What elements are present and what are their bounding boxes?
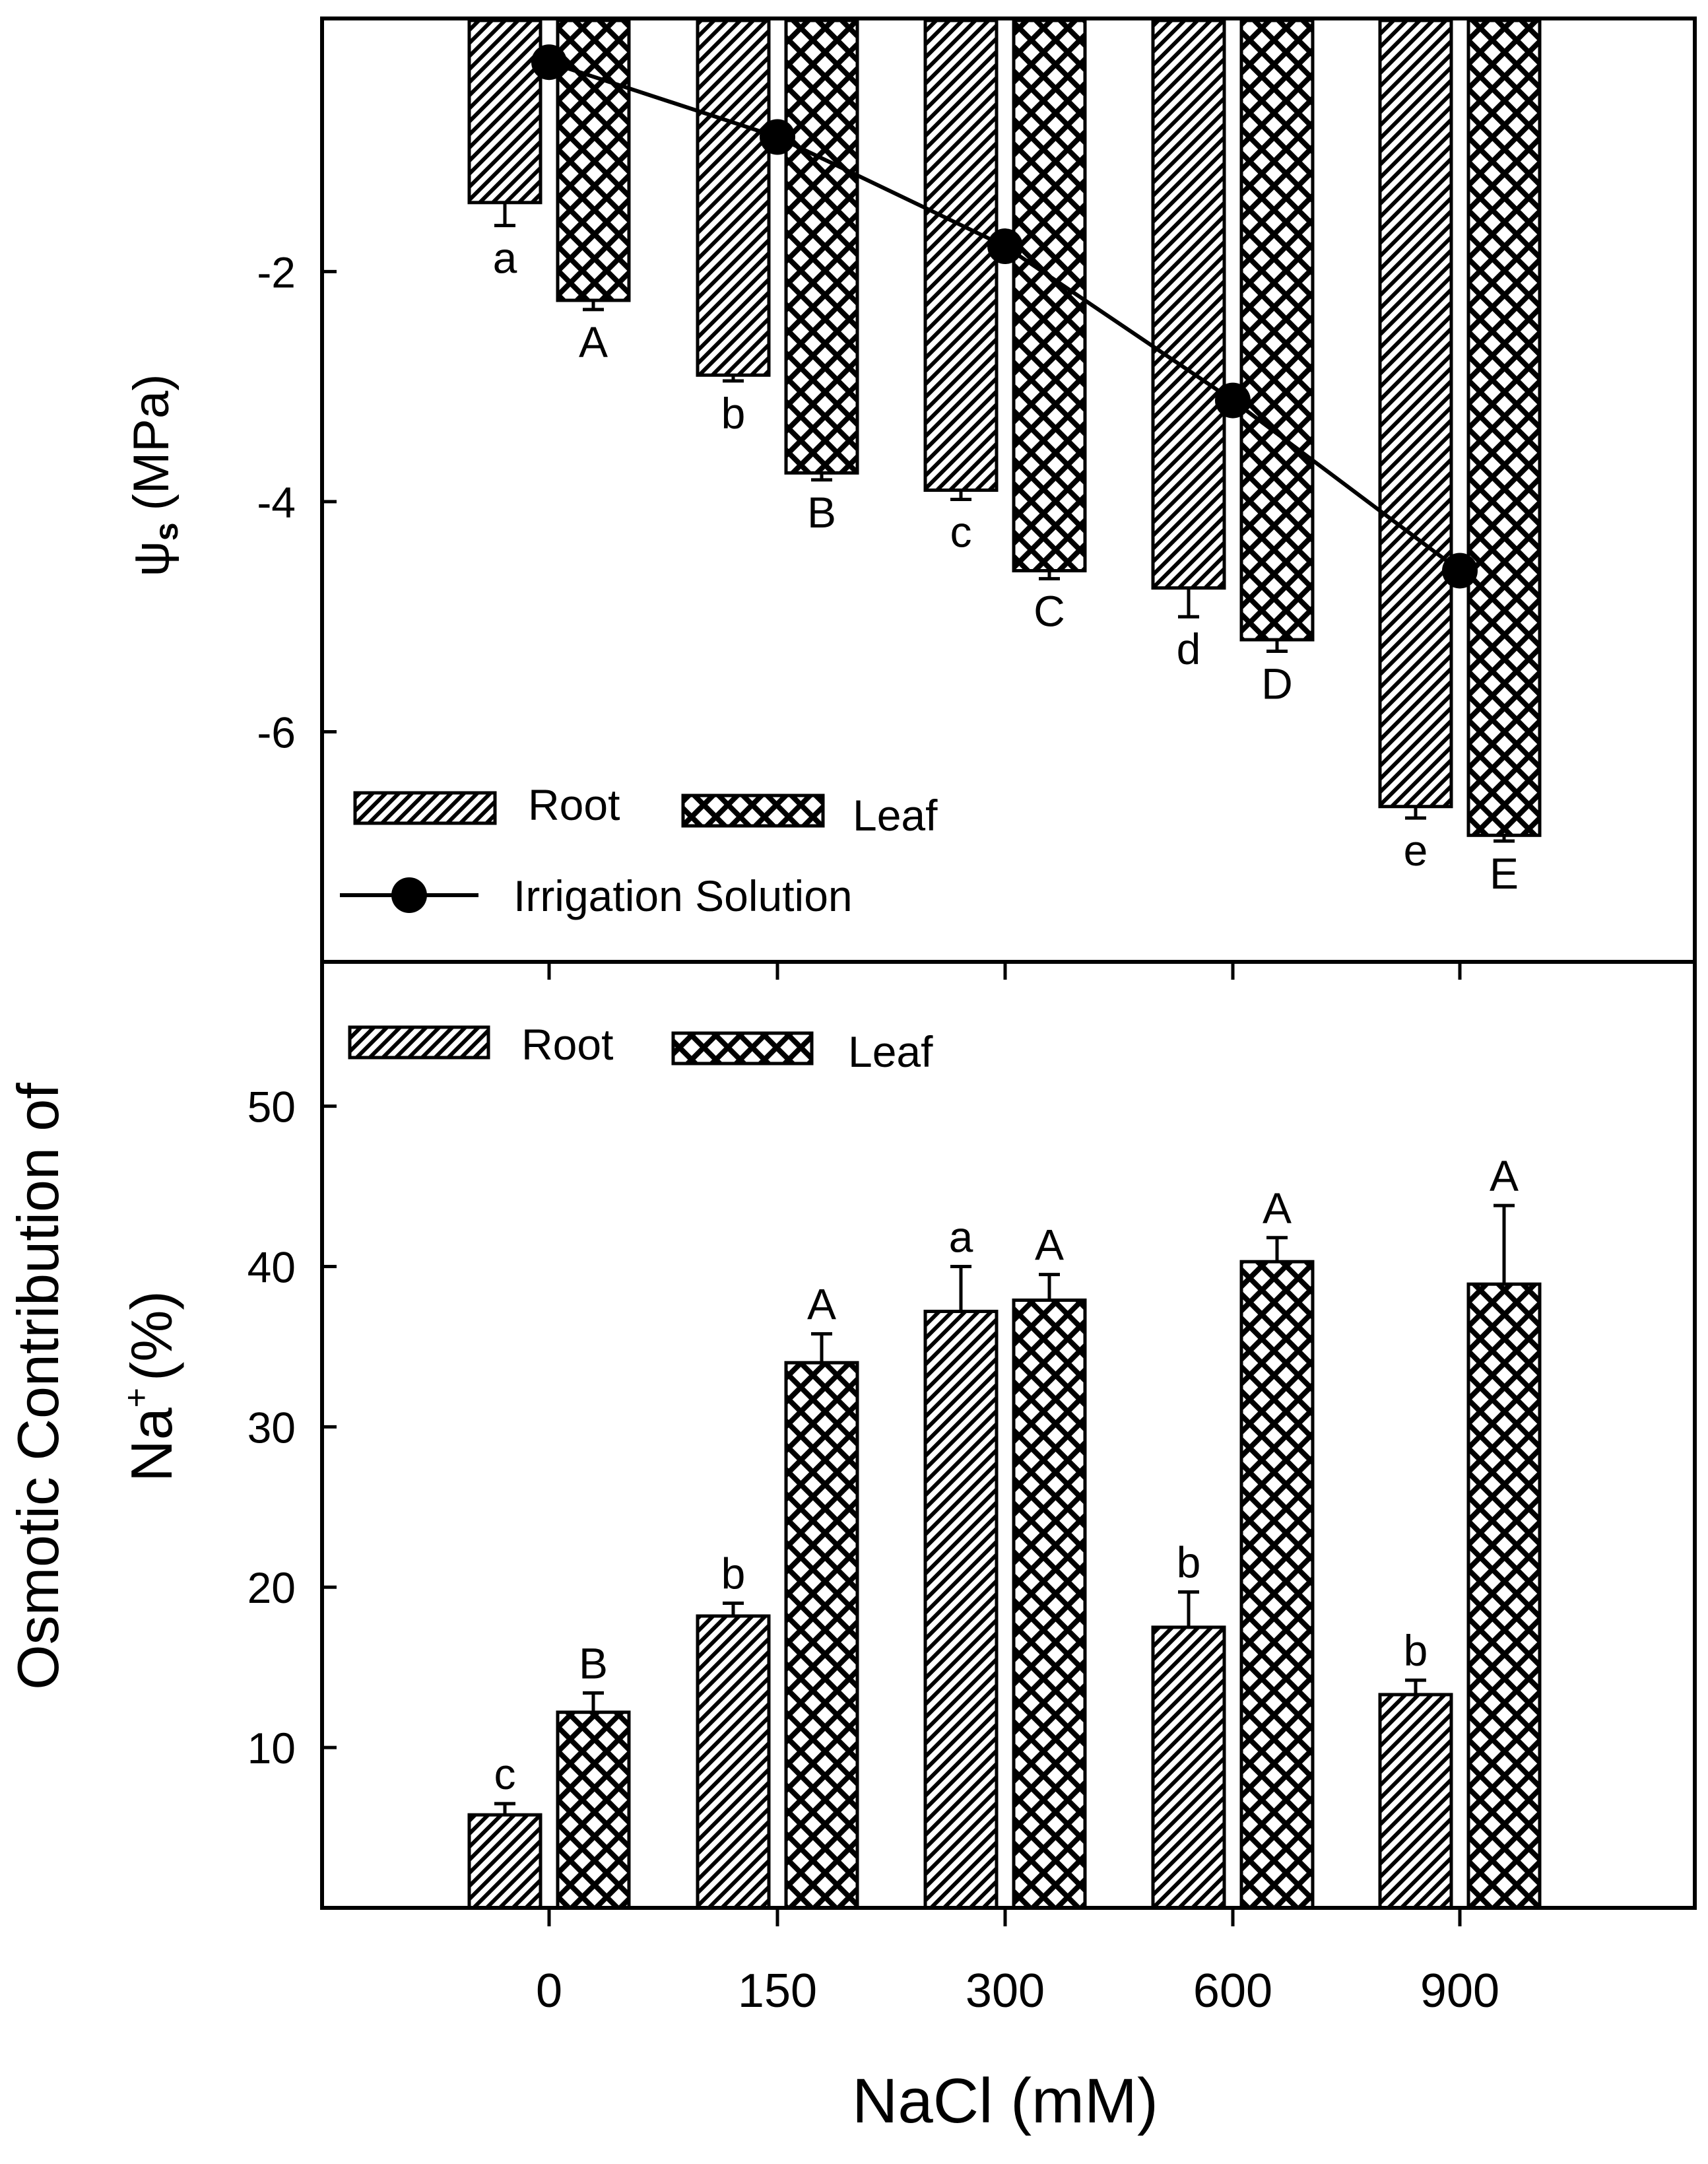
bottom-significance-letters: c b a b b B A A A A	[494, 1151, 1519, 1798]
bottom-y-tick-label: 40	[247, 1242, 296, 1291]
bottom-error-bars	[494, 1203, 1515, 1815]
svg-text:Na+(%): Na+ (%)	[117, 1291, 184, 1482]
top-bar-root-900	[1378, 18, 1453, 809]
bottom-y-tick-label: 30	[247, 1403, 296, 1452]
bottom-panel: c b a b b B A A A A 10 20 30 40 50 Osmotic Contributi…	[5, 1020, 1542, 1910]
legend-line-marker	[391, 877, 427, 913]
top-bar-root-0	[467, 18, 542, 205]
legend-line-label: Irrigation Solution	[513, 871, 853, 920]
top-bar-leaf-300	[1012, 18, 1087, 572]
bottom-bars	[467, 1260, 1542, 1910]
irrigation-point-900	[1442, 553, 1478, 589]
top-letter-root: e	[1404, 826, 1428, 875]
irrigation-point-300	[987, 228, 1023, 265]
bottom-bar-root-300	[923, 1309, 999, 1910]
bottom-bar-root-600	[1151, 1625, 1226, 1910]
bottom-bar-leaf-900	[1466, 1282, 1542, 1910]
top-bar-leaf-600	[1239, 18, 1315, 642]
top-letter-leaf: B	[807, 488, 836, 537]
ylabel-psi: ψ	[123, 541, 180, 576]
bottom-letter-leaf: A	[1035, 1221, 1064, 1269]
bottom-letter-leaf: A	[807, 1279, 836, 1328]
bottom-letter-root: b	[721, 1549, 746, 1598]
bottom-y-tick-label: 20	[247, 1563, 296, 1612]
irrigation-point-0	[531, 44, 567, 81]
top-bar-leaf-0	[556, 18, 631, 302]
top-letter-root: d	[1177, 625, 1201, 673]
x-ticks: 0 150 300 600 900	[536, 962, 1499, 2017]
bottom-y-ticks: 10 20 30 40 50	[247, 1083, 337, 1773]
bottom-letter-root: a	[949, 1212, 973, 1261]
top-y-axis-label: ψs (MPa)	[123, 374, 185, 577]
top-letter-leaf: C	[1034, 587, 1065, 636]
top-y-tick-label: -4	[257, 478, 296, 527]
bottom-bar-root-150	[696, 1614, 771, 1910]
x-axis-label: NaCl (mM)	[852, 2066, 1158, 2136]
legend-leaf-label: Leaf	[853, 791, 938, 840]
ylabel-subscript: s	[148, 522, 185, 541]
top-letter-leaf: D	[1261, 659, 1293, 708]
x-tick-label-0: 0	[536, 1965, 562, 2017]
bottom-letter-root: c	[494, 1749, 516, 1798]
top-bar-root-150	[696, 18, 771, 377]
ylabel-na: Na	[119, 1407, 184, 1482]
bottom-ylabel-line1: Osmotic Contribution of	[5, 1083, 71, 1690]
bottom-letter-leaf: A	[1263, 1184, 1292, 1233]
legend-leaf-swatch	[681, 794, 825, 828]
bottom-letter-leaf: A	[1490, 1151, 1519, 1200]
top-bars	[467, 18, 1542, 837]
legend-leaf-swatch-bottom	[671, 1031, 814, 1065]
top-error-bars	[494, 202, 1515, 843]
top-bar-root-600	[1151, 18, 1226, 590]
bottom-letter-root: b	[1404, 1626, 1428, 1675]
bottom-bar-leaf-300	[1012, 1298, 1087, 1910]
irrigation-line-series	[531, 44, 1478, 589]
top-panel: a b c d e A B C D E -2 -4 -6 ψs (MPa) Root Leaf Irri…	[123, 18, 1542, 920]
irrigation-point-600	[1215, 382, 1251, 419]
ylabel-plus: +	[117, 1388, 156, 1407]
x-tick-label-300: 300	[966, 1965, 1045, 2017]
top-legend: Root Leaf Irrigation Solution	[340, 780, 938, 920]
ylabel-percent: (%)	[119, 1291, 184, 1381]
bottom-bar-leaf-0	[556, 1710, 631, 1910]
legend-root-swatch-bottom	[348, 1025, 490, 1060]
ylabel-unit: (MPa)	[123, 374, 180, 511]
bottom-y-axis-label: Osmotic Contribution of	[5, 1083, 71, 1690]
x-tick-label-150: 150	[738, 1965, 817, 2017]
bottom-y-tick-label: 50	[247, 1083, 296, 1132]
svg-text:ψs(MPa): ψs (MPa)	[123, 374, 185, 577]
bottom-letter-leaf: B	[579, 1639, 608, 1688]
irrigation-point-150	[760, 119, 795, 155]
bottom-letter-root: b	[1177, 1538, 1201, 1587]
bottom-y-tick-label: 10	[247, 1724, 296, 1773]
top-y-tick-label: -2	[257, 248, 296, 296]
bottom-bar-root-0	[467, 1813, 542, 1910]
legend-root-label-bottom: Root	[521, 1020, 613, 1069]
top-y-ticks: -2 -4 -6	[257, 248, 337, 757]
legend-root-swatch	[353, 791, 497, 825]
top-letter-root: a	[493, 234, 517, 283]
top-bar-leaf-150	[784, 18, 859, 475]
bottom-legend: Root Leaf	[348, 1020, 933, 1076]
top-bar-leaf-900	[1466, 18, 1542, 837]
top-bar-root-300	[923, 18, 999, 492]
top-letter-root: b	[721, 389, 746, 438]
top-significance-letters: a b c d e A B C D E	[493, 234, 1519, 898]
top-letter-root: c	[950, 507, 972, 556]
x-tick-label-900: 900	[1420, 1965, 1499, 2017]
legend-root-label: Root	[528, 780, 620, 829]
top-y-tick-label: -6	[257, 708, 296, 757]
bottom-bar-leaf-150	[784, 1361, 859, 1910]
bottom-y-axis-label-2: Na+ (%)	[117, 1291, 184, 1482]
bottom-bar-root-900	[1378, 1693, 1453, 1910]
bottom-bar-leaf-600	[1239, 1260, 1315, 1910]
top-letter-leaf: A	[579, 318, 608, 366]
irrigation-line	[548, 60, 1461, 572]
top-letter-leaf: E	[1490, 849, 1519, 898]
x-tick-label-600: 600	[1193, 1965, 1272, 2017]
legend-leaf-label-bottom: Leaf	[848, 1027, 933, 1076]
